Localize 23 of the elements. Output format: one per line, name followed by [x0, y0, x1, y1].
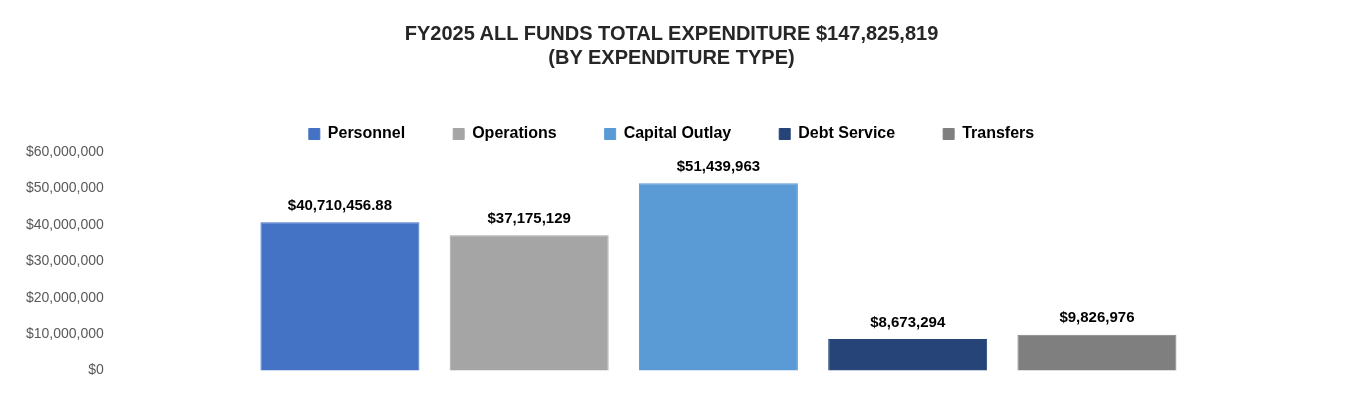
- bar: [828, 339, 988, 371]
- legend-label: Personnel: [327, 124, 406, 142]
- data-label: $8,673,294: [870, 312, 946, 330]
- y-tick-label: $0: [88, 361, 105, 378]
- bar: [638, 183, 798, 371]
- bar: [449, 235, 609, 371]
- y-tick-label: $20,000,000: [26, 288, 105, 305]
- bar: [1017, 334, 1177, 371]
- data-label: $9,826,976: [1059, 308, 1135, 326]
- bar: [260, 222, 420, 371]
- y-tick-label: $60,000,000: [26, 142, 105, 159]
- y-tick-label: $40,000,000: [26, 215, 105, 232]
- chart-title: FY2025 ALL FUNDS TOTAL EXPENDITURE $147,825,819 (BY EXPENDITURE TYPE): [404, 21, 939, 68]
- y-tick-label: $50,000,000: [26, 179, 105, 196]
- y-tick-label: $10,000,000: [26, 325, 105, 342]
- legend-label: Transfers: [962, 124, 1035, 142]
- legend-label: Operations: [472, 124, 557, 142]
- y-tick-label: $30,000,000: [26, 252, 105, 269]
- data-label: $37,175,129: [487, 208, 571, 226]
- data-label: $40,710,456.88: [287, 195, 393, 213]
- legend-label: Debt Service: [798, 124, 896, 142]
- legend-label: Capital Outlay: [623, 124, 732, 142]
- data-label: $51,439,963: [676, 156, 761, 174]
